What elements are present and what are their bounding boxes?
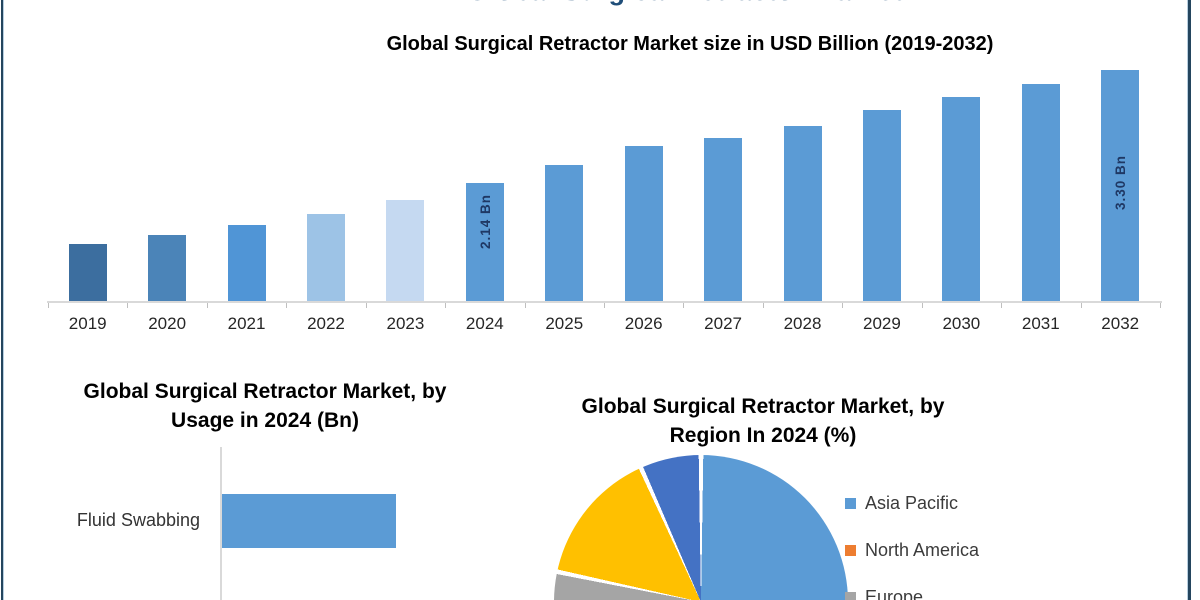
bar-2030 [942,97,981,301]
page-border-right-inner [1187,0,1188,600]
bar-column-2022 [286,56,365,301]
axis-tick [127,303,129,308]
legend-label: Europe [865,586,924,600]
bar-value-label-2024: 2.14 Bn [477,194,493,250]
x-axis-label-2030: 2030 [942,314,981,333]
axis-tick [365,303,367,308]
bar-2027 [704,138,743,301]
usage-category-label: Fluid Swabbing [76,510,200,530]
bar-column-2031 [1001,56,1080,301]
legend-marker [845,544,856,556]
bar-2031 [1021,84,1060,301]
bar-column-2023 [366,56,445,301]
bar-2028 [783,126,822,301]
usage-chart-title: Global Surgical Retractor Market, by Usa… [55,377,475,435]
pie-chart-title: Global Surgical Retractor Market, by Reg… [563,392,963,450]
x-axis-label-2027: 2027 [704,314,742,333]
page-border-right [1188,0,1191,600]
bar-column-2029 [842,56,921,301]
bar-column-2021 [207,56,286,301]
bar-2020 [148,235,187,301]
bar-2026 [624,146,663,301]
bar-chart-plot-area: 2.14 Bn 3.30 Bn [48,56,1160,301]
region-pie [554,455,848,600]
axis-tick [524,303,526,308]
bar-column-2024: 2.14 Bn [445,56,524,301]
bar-2029 [862,110,901,301]
legend-item-europe: Europe [845,586,1045,600]
pie-chart-title-line1: Global Surgical Retractor Market, by [581,395,945,418]
bar-column-2027 [683,56,762,301]
bar-column-2030 [922,56,1001,301]
axis-tick [842,303,844,308]
x-axis-label-2026: 2026 [624,314,663,333]
bar-column-2028 [763,56,842,301]
page-border-left [1,0,3,600]
x-axis-label-2025: 2025 [545,314,584,333]
axis-tick [921,303,923,308]
x-axis-label-2023: 2023 [386,314,425,333]
axis-tick [206,303,208,308]
bar-column-2025 [525,56,604,301]
pie-chart-title-line2: Region In 2024 (%) [669,424,857,447]
bar-2032: 3.30 Bn [1101,70,1140,301]
x-axis-label-2032: 2032 [1101,314,1140,333]
x-axis-ticks [48,303,1161,308]
axis-tick [1080,303,1082,308]
bar-column-2026 [604,56,683,301]
usage-chart-title-line2: Usage in 2024 (Bn) [171,409,359,432]
x-axis-label-2019: 2019 [68,314,107,333]
legend-label: North America [865,539,980,560]
bar-2025 [545,165,584,301]
bar-column-2019 [48,56,127,301]
legend-item-asia-pacific: Asia Pacific [845,492,1045,514]
legend-marker [845,591,856,600]
x-axis-label-2028: 2028 [783,314,822,333]
bar-2023 [386,200,425,301]
bar-chart-title: Global Surgical Retractor Market size in… [386,33,994,55]
page-border-left-inner [3,0,4,600]
axis-tick [762,303,764,308]
legend-marker [845,497,856,509]
bar-value-label-2032: 3.30 Bn [1113,155,1129,211]
legend-label: Asia Pacific [865,492,959,513]
bar-column-2032: 3.30 Bn [1080,56,1159,301]
axis-tick [683,303,685,308]
axis-tick [1160,303,1161,308]
x-axis-label-2031: 2031 [1021,314,1060,333]
clipped-page-title: Global Surgical Retractor Market [85,0,1200,8]
x-axis-label-2029: 2029 [863,314,901,333]
x-axis-line [47,301,1162,303]
bar-2024: 2.14 Bn [465,183,504,301]
axis-tick [286,303,288,308]
bar-2021 [227,225,266,301]
x-axis-labels: 2019 2020 2021 2022 2023 2024 2025 2026 2027 2028… [48,314,1160,334]
usage-chart-title-line1: Global Surgical Retractor Market, by [83,380,447,403]
x-axis-label-2022: 2022 [307,314,345,333]
usage-bar-fluid-swabbing [222,494,396,548]
legend-item-north-america: North America [845,539,1045,561]
axis-tick [604,303,605,308]
x-axis-label-2024: 2024 [465,314,504,333]
axis-tick [445,303,447,308]
bar-2019 [68,244,107,301]
bar-2022 [306,214,345,301]
axis-tick [48,303,49,308]
bar-column-2020 [127,56,206,301]
pie-legend: Asia Pacific North America Europe [845,492,1045,600]
axis-tick [1001,303,1003,308]
usage-y-axis-line [220,447,222,600]
x-axis-label-2020: 2020 [148,314,187,333]
x-axis-label-2021: 2021 [227,314,266,333]
